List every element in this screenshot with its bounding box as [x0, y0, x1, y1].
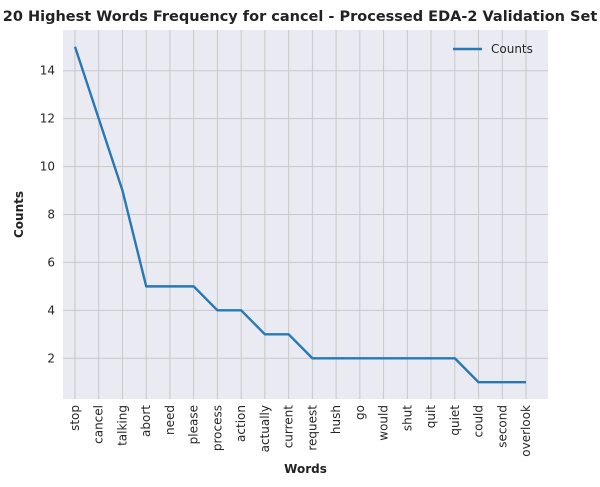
y-axis-label: Counts [12, 191, 26, 238]
series-line-counts [73, 46, 526, 384]
x-axis-ticks: stop cancel talking abort need please process a… [68, 405, 533, 457]
chart-title: 20 Highest Words Frequency for cancel - … [3, 9, 598, 25]
y-tick-label: 6 [47, 255, 55, 269]
x-tick-label: action [234, 405, 248, 442]
y-tick-label: 2 [47, 351, 55, 365]
grid-lines [63, 30, 548, 399]
x-tick-label: hush [329, 405, 343, 434]
x-tick-label: actually [258, 405, 272, 452]
x-tick-label: would [377, 405, 391, 441]
x-tick-label: quiet [448, 405, 462, 436]
x-axis-label: Words [284, 462, 327, 476]
x-tick-label: current [282, 405, 296, 449]
x-tick-label: go [353, 405, 367, 420]
y-axis-ticks: 2 4 6 8 10 12 14 [40, 64, 55, 366]
y-tick-label: 8 [47, 208, 55, 222]
legend-label-counts: Counts [491, 42, 533, 56]
x-tick-label: could [472, 405, 486, 438]
x-tick-label: request [305, 405, 319, 451]
y-tick-label: 4 [47, 303, 55, 317]
x-tick-label: cancel [92, 405, 106, 444]
x-tick-label: stop [68, 405, 82, 431]
x-tick-label: overlook [519, 405, 533, 457]
x-tick-label: abort [139, 405, 153, 437]
y-tick-label: 12 [40, 112, 55, 126]
x-tick-label: process [210, 405, 224, 451]
x-tick-label: second [495, 405, 509, 448]
x-tick-label: shut [400, 405, 414, 431]
x-tick-label: talking [115, 405, 129, 446]
y-tick-label: 14 [40, 64, 55, 78]
x-tick-label: need [163, 405, 177, 435]
x-tick-label: please [187, 405, 201, 444]
y-tick-label: 10 [40, 160, 55, 174]
legend: Counts [453, 42, 533, 56]
x-tick-label: quit [424, 405, 438, 429]
